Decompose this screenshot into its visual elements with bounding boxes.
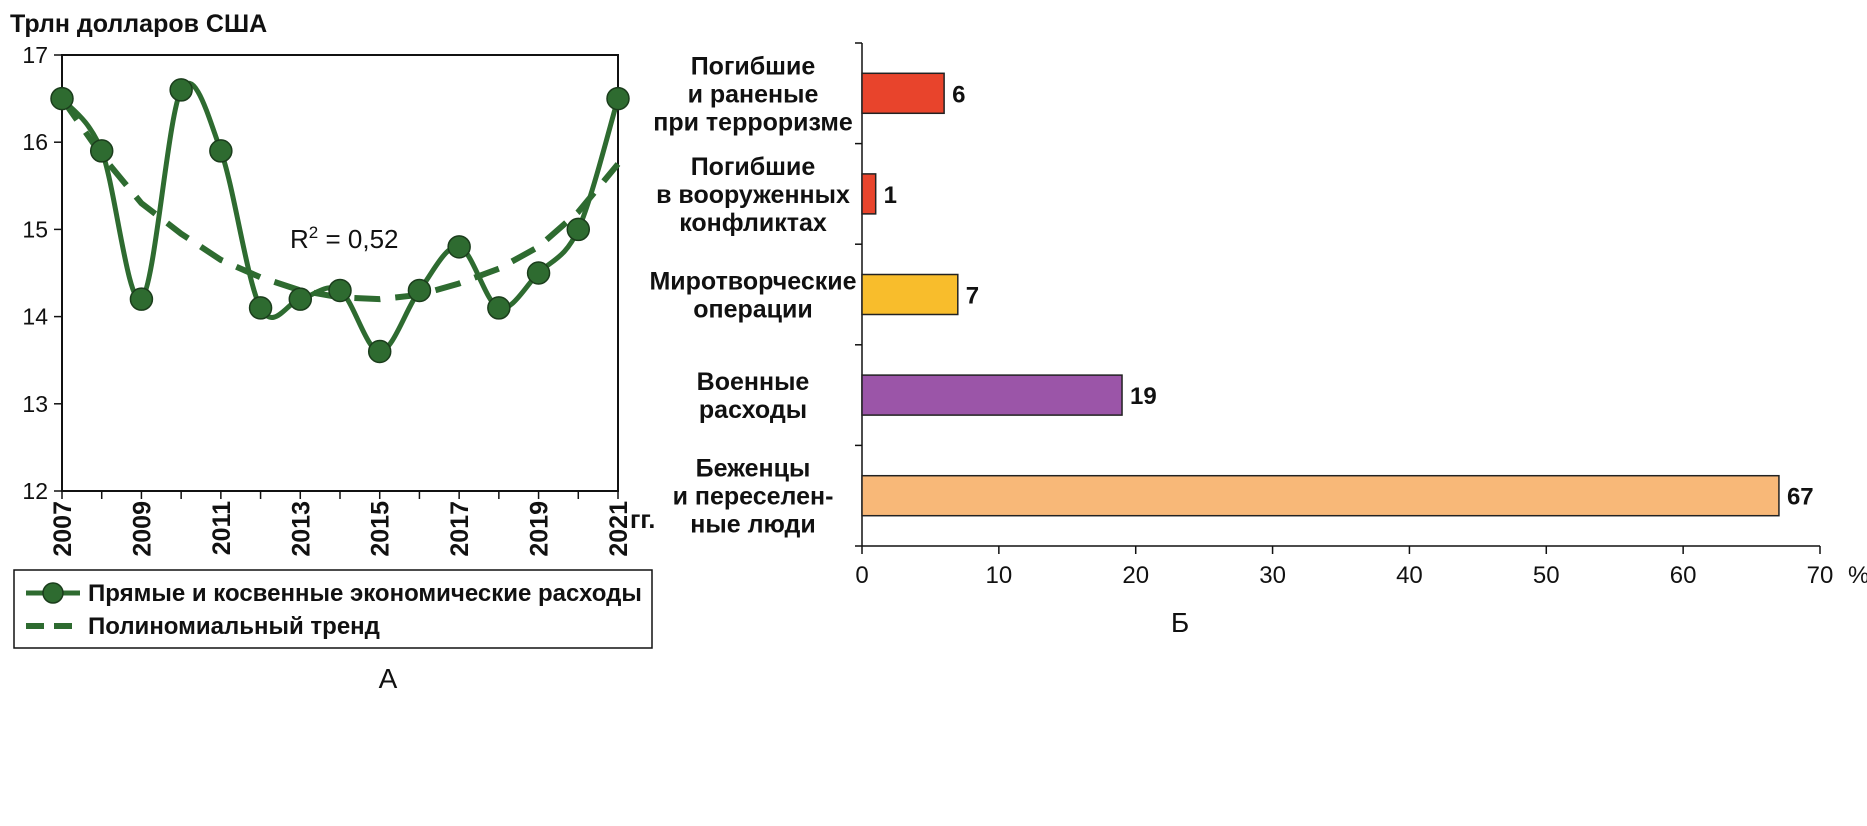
x-tick-label: 30: [1259, 562, 1286, 589]
data-point: [487, 296, 511, 320]
category-label-line: ные люди: [690, 511, 815, 539]
category-label-line: расходы: [699, 396, 807, 424]
category-label-line: и переселен-: [673, 483, 834, 511]
chart-a-series-line: [60, 80, 621, 354]
data-point: [367, 339, 392, 364]
x-tick-label: 0: [855, 562, 868, 589]
y-tick-label: 14: [22, 304, 48, 330]
x-tick-label: 2019: [526, 501, 554, 557]
data-point: [89, 139, 114, 163]
chart-a-x-unit: гг.: [630, 506, 655, 534]
r2-value: = 0,52: [318, 224, 398, 254]
x-tick-label: 70: [1807, 562, 1834, 589]
chart-a-trend-line: [59, 96, 621, 303]
x-tick-label: 2013: [287, 501, 315, 557]
category-label-line: Погибшие: [691, 153, 816, 181]
category-label-line: при терроризме: [653, 108, 853, 136]
category-label: Погибшие в вооруженных конфликтах: [656, 153, 850, 237]
data-point: [526, 261, 551, 285]
category-label-line: и раненые: [688, 80, 819, 108]
category-label-line: Беженцы: [696, 455, 811, 483]
x-tick-label: 2011: [208, 501, 236, 555]
bar: [861, 72, 945, 115]
legend-series-label: Прямые и косвенные экономические расходы: [88, 580, 642, 607]
legend-series-swatch-marker: [42, 582, 64, 604]
bar: [861, 173, 877, 215]
chart-a-y-axis-label: Трлн долларов США: [10, 10, 267, 38]
y-tick-label: 15: [22, 216, 48, 242]
category-label-line: Миротворческие: [649, 268, 856, 296]
x-tick-label: 2015: [367, 501, 395, 557]
chart-b-caption: Б: [1171, 607, 1189, 638]
y-tick-label: 16: [22, 129, 48, 155]
data-point: [566, 217, 591, 242]
x-tick-label: 2017: [446, 501, 474, 557]
chart-a-caption: А: [379, 663, 398, 694]
bar-value-label: 19: [1130, 383, 1157, 410]
category-label-line: конфликтах: [679, 209, 827, 237]
data-point: [407, 278, 432, 303]
category-label-line: Погибшие: [691, 52, 816, 80]
data-point: [328, 278, 352, 303]
legend-trend-label: Полиномиальный тренд: [88, 613, 380, 640]
data-point: [50, 86, 74, 111]
category-label-line: Военные: [697, 368, 810, 396]
chart-a-r2-annotation: R2 = 0,52: [290, 223, 398, 254]
x-tick-label: 10: [986, 562, 1013, 589]
x-tick-label: 2007: [49, 501, 77, 557]
x-tick-label: 2021: [605, 501, 633, 557]
data-point: [447, 235, 471, 259]
x-tick-label: 40: [1396, 562, 1423, 589]
data-point: [169, 78, 193, 102]
chart-a-x-ticks: 2007 2009 2011 2013 2015 2017 2019 2021: [49, 491, 633, 557]
chart-a-markers: [50, 78, 630, 364]
bar: [861, 374, 1123, 416]
r2-symbol: R: [290, 224, 309, 254]
x-tick-label: 20: [1122, 562, 1149, 589]
data-point: [288, 287, 313, 311]
category-label: Военные расходы: [697, 368, 810, 424]
bar: [861, 273, 959, 316]
r2-superscript: 2: [309, 223, 318, 242]
data-point: [209, 139, 233, 163]
bar: [861, 474, 1780, 517]
chart-b-bars: 6 1 7 19 67: [861, 72, 1814, 517]
legend-frame: [13, 569, 653, 649]
category-label: Погибшие и раненые при терроризме: [653, 52, 853, 136]
category-label: Беженцы и переселен-ные люди: [673, 455, 834, 539]
chart-a-legend: Прямые и косвенные экономические расходы…: [13, 569, 653, 649]
data-point: [248, 296, 273, 320]
y-tick-label: 12: [22, 478, 48, 504]
x-tick-label: 60: [1670, 562, 1697, 589]
y-tick-label: 13: [22, 391, 48, 417]
bar-value-label: 1: [884, 182, 897, 209]
bar-value-label: 6: [952, 81, 965, 108]
category-label-line: в вооруженных: [656, 181, 850, 209]
data-point: [129, 287, 154, 311]
category-label: Миротворческие операции: [649, 268, 856, 324]
x-tick-label: 50: [1533, 562, 1560, 589]
chart-b-x-unit: %: [1848, 562, 1867, 589]
chart-a-y-ticks: 12 13 14 15 16 17: [22, 42, 62, 504]
chart-b-category-ticks: [855, 42, 862, 547]
bar-value-label: 7: [966, 283, 979, 310]
chart-b-x-ticks: 0 10 20 30 40 50 60 70: [855, 546, 1833, 589]
category-label-line: операции: [693, 296, 813, 324]
bar-value-label: 67: [1787, 484, 1814, 511]
x-tick-label: 2009: [128, 501, 156, 557]
data-point: [606, 86, 630, 111]
y-tick-label: 17: [22, 42, 48, 68]
